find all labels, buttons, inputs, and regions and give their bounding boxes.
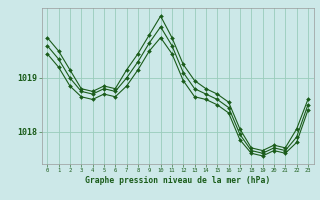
X-axis label: Graphe pression niveau de la mer (hPa): Graphe pression niveau de la mer (hPa)	[85, 176, 270, 185]
